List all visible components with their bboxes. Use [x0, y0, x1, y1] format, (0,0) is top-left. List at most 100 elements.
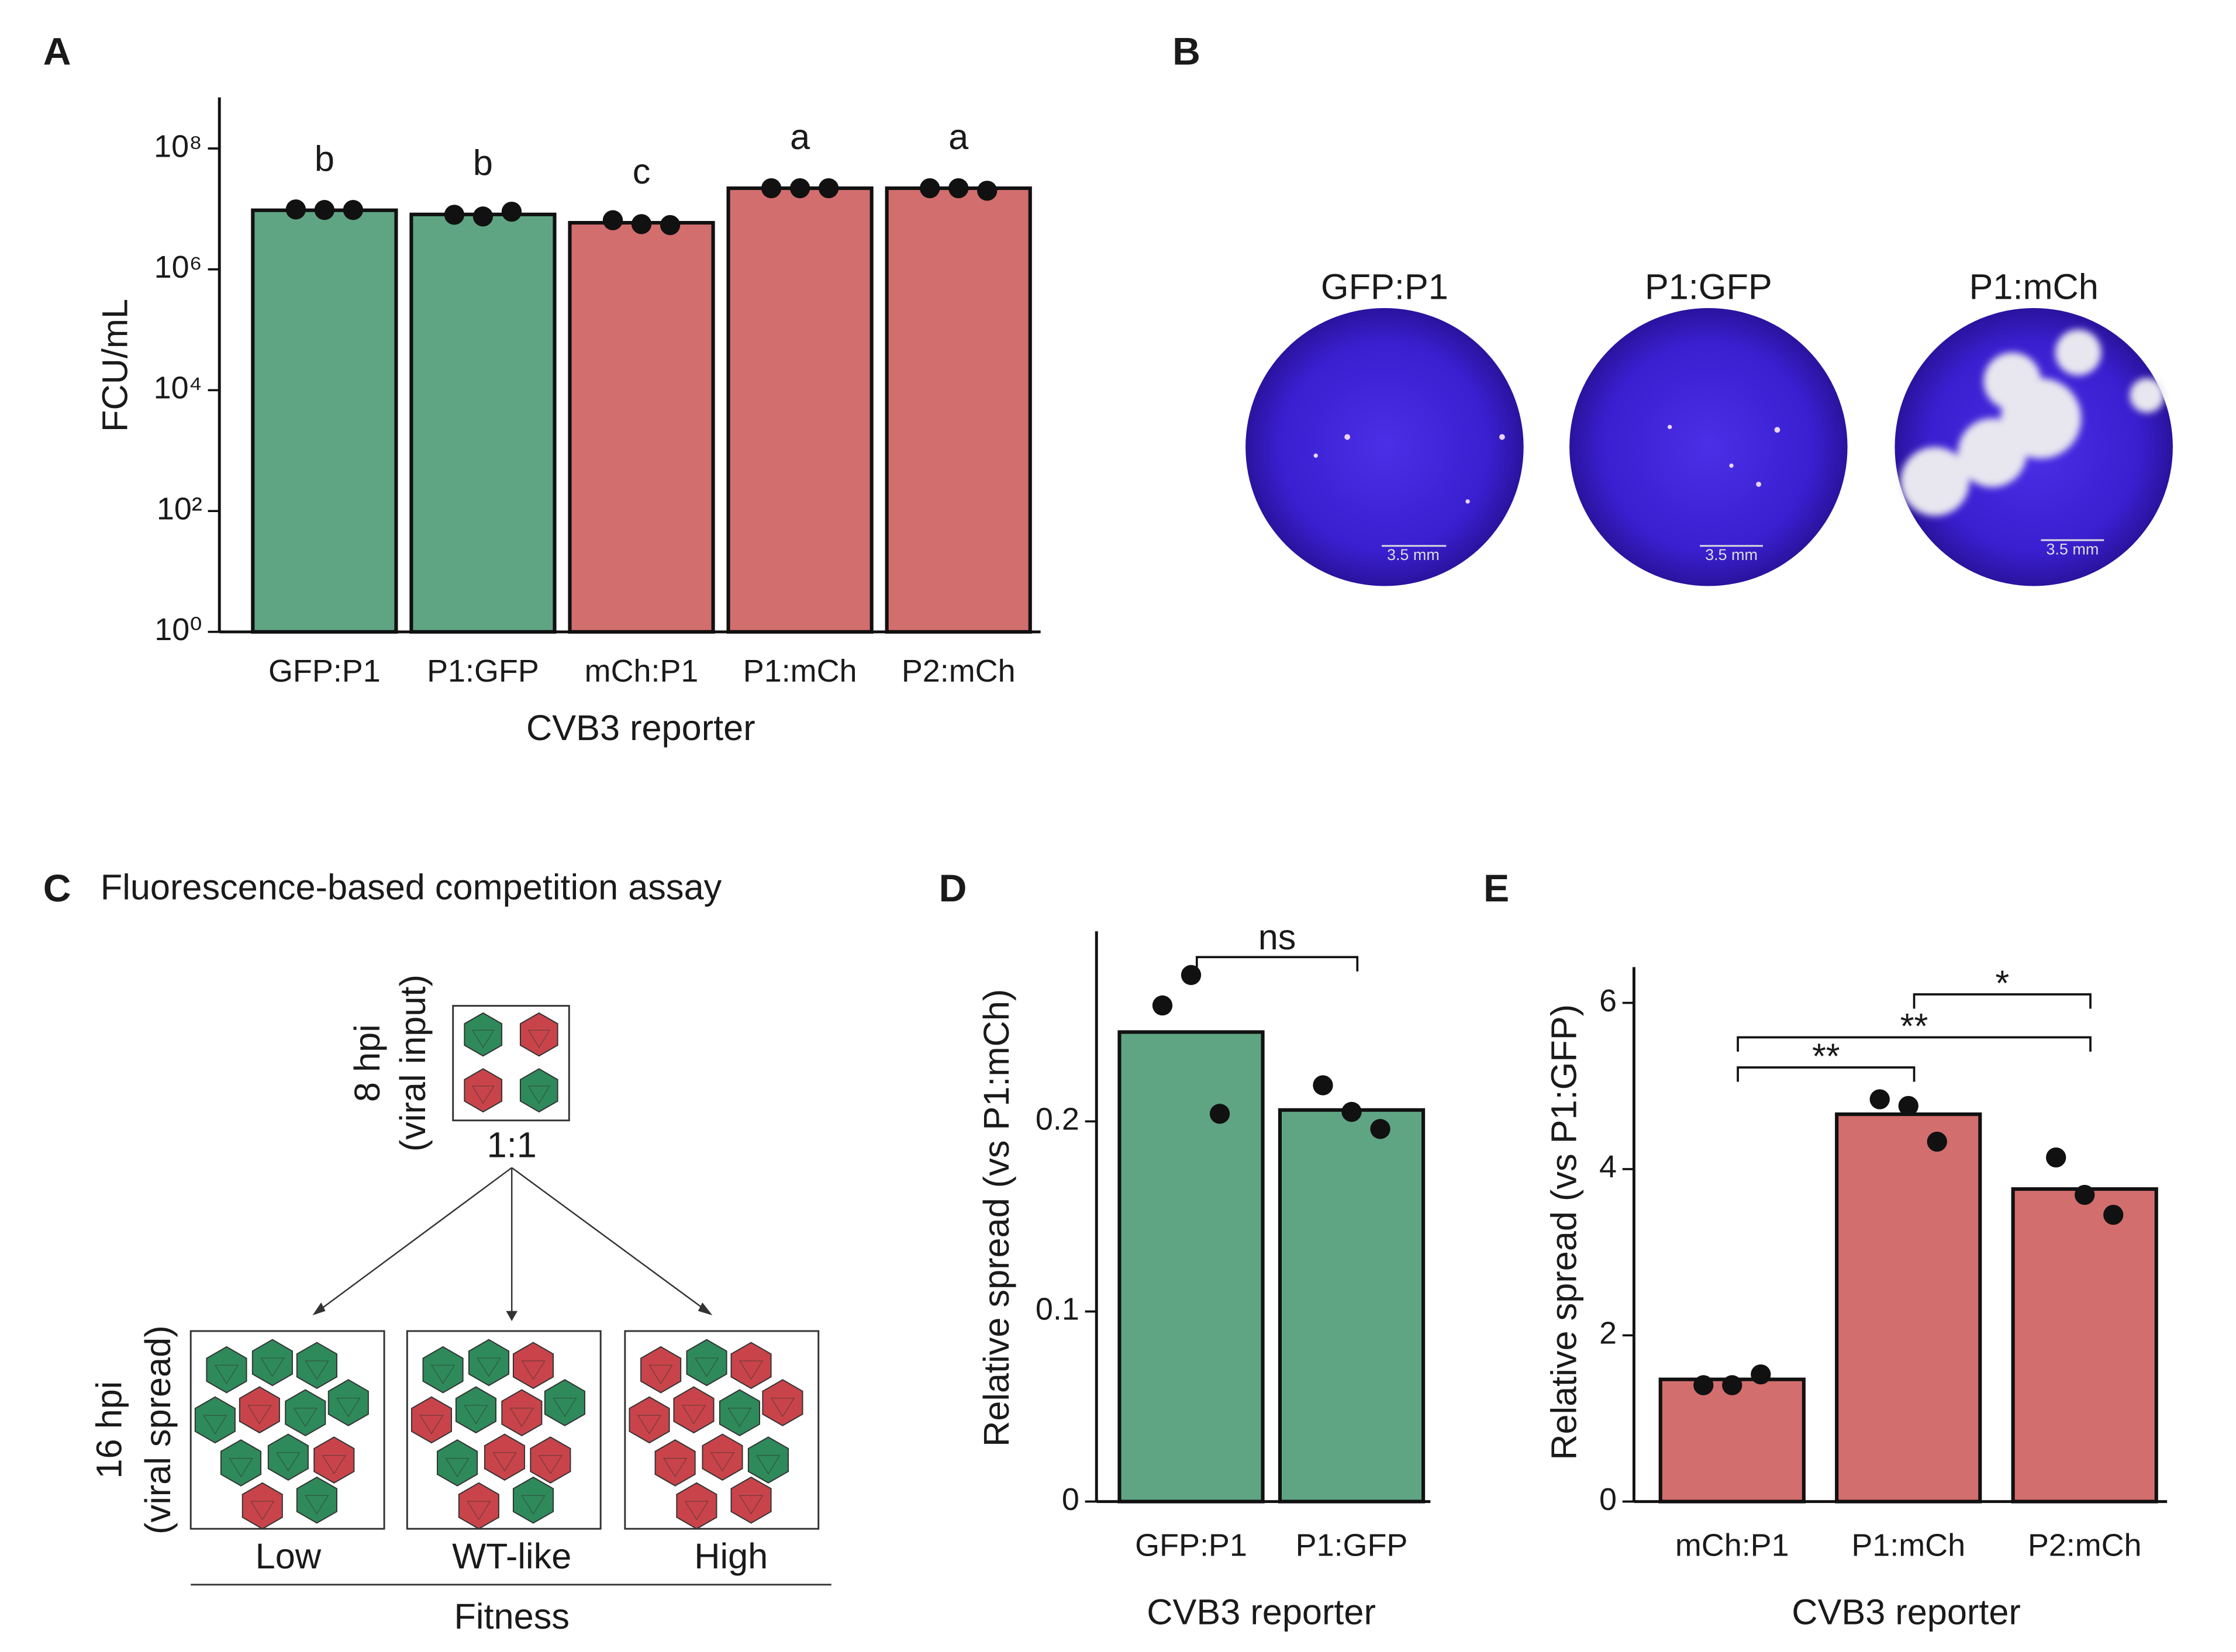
- x-axis-label: CVB3 reporter: [1792, 1592, 2021, 1632]
- arrowhead: [312, 1302, 326, 1316]
- capsid: [484, 1433, 526, 1481]
- x-tick-label: mCh:P1: [1675, 1527, 1789, 1563]
- outcome-label: WT-like: [452, 1536, 571, 1576]
- bar: [251, 208, 398, 634]
- panel-label: A: [43, 30, 71, 74]
- capsid: [410, 1396, 453, 1444]
- y-tick-label: 10²: [157, 491, 202, 526]
- capsid: [296, 1342, 337, 1390]
- capsid-facet: [710, 1452, 735, 1472]
- capsid-facet: [203, 1415, 227, 1435]
- capsid: [544, 1379, 585, 1426]
- significance-label: *: [1995, 963, 2009, 1003]
- panel-label: C: [43, 867, 71, 910]
- capsid: [241, 1482, 283, 1530]
- group-letter: a: [790, 117, 810, 157]
- capsid-facet: [527, 1086, 551, 1104]
- capsid-facet: [471, 1086, 495, 1104]
- capsid: [719, 1389, 760, 1437]
- capsid-facet: [770, 1398, 795, 1418]
- x-axis-label: CVB3 reporter: [526, 708, 755, 748]
- capsid: [267, 1433, 309, 1481]
- capsid-facet: [756, 1455, 781, 1475]
- group-letter: c: [633, 151, 651, 191]
- capsid-facet: [336, 1398, 361, 1418]
- group-letter: a: [948, 117, 969, 157]
- capsid-facet: [229, 1458, 253, 1478]
- data-point: [1869, 1089, 1890, 1110]
- scale-bar-label: 3.5 mm: [1705, 546, 1758, 564]
- x-tick-label: GFP:P1: [268, 654, 381, 689]
- capsid-facet: [694, 1357, 719, 1377]
- y-tick-label: 4: [1599, 1149, 1617, 1184]
- data-point: [2046, 1147, 2066, 1168]
- data-point: [285, 199, 306, 220]
- data-point: [948, 178, 969, 199]
- image-title: P1:mCh: [1969, 267, 2099, 306]
- data-point: [660, 215, 681, 236]
- data-point: [631, 214, 652, 234]
- capsid: [464, 1012, 503, 1057]
- capsid-facet: [637, 1415, 662, 1435]
- data-point: [343, 200, 364, 220]
- capsid: [762, 1379, 803, 1426]
- data-point: [1751, 1364, 1771, 1385]
- y-tick-label: 0: [1062, 1482, 1079, 1517]
- data-point: [314, 200, 335, 220]
- significance-bracket: [1913, 993, 2092, 1009]
- speck: [1667, 424, 1672, 430]
- capsid-facet: [521, 1495, 546, 1515]
- capsid: [313, 1436, 355, 1484]
- speck: [1756, 482, 1762, 487]
- capsid-facet: [684, 1501, 709, 1520]
- capsid-facet: [250, 1501, 275, 1520]
- x-tick-label: P1:GFP: [427, 654, 539, 689]
- data-point: [761, 178, 782, 199]
- speck: [1313, 453, 1318, 458]
- data-point: [472, 206, 494, 227]
- dish-3: P1:mCh 3.5 mm: [1895, 267, 2173, 586]
- capsid-facet: [553, 1398, 577, 1418]
- capsid: [468, 1339, 510, 1387]
- data-point: [1152, 995, 1173, 1016]
- data-point: [501, 201, 522, 222]
- arrowhead: [698, 1302, 713, 1316]
- data-point: [818, 178, 839, 199]
- data-point: [1722, 1375, 1742, 1395]
- plaque: [2130, 378, 2165, 413]
- capsid: [220, 1439, 262, 1487]
- scale-bar-label: 3.5 mm: [2046, 540, 2099, 558]
- y-axis-label: Relative spread (vs P1:mCh): [976, 989, 1016, 1447]
- capsid-facet: [445, 1458, 470, 1478]
- capsid-facet: [214, 1364, 239, 1384]
- data-point: [1370, 1119, 1390, 1139]
- capsid: [194, 1396, 236, 1444]
- data-point: [1341, 1101, 1362, 1122]
- bar: [1117, 1030, 1265, 1504]
- data-point: [444, 205, 465, 225]
- y-axis-label: FCU/mL: [95, 299, 134, 432]
- speck: [1774, 427, 1780, 433]
- bar: [726, 186, 874, 634]
- capsid-facet: [509, 1408, 534, 1428]
- capsid-facet: [467, 1501, 491, 1520]
- plaque: [1983, 352, 2041, 410]
- capsid: [464, 1068, 503, 1113]
- x-tick-label: P1:GFP: [1296, 1527, 1408, 1563]
- competition-diagram: C Fluorescence-based competition assay 8…: [43, 867, 831, 1636]
- ratio: 1:1: [487, 1125, 537, 1164]
- capsid-facet: [247, 1405, 272, 1425]
- capsid-facet: [471, 1029, 495, 1048]
- bar: [885, 186, 1032, 634]
- group-letter: b: [473, 143, 493, 183]
- capsid: [512, 1342, 554, 1390]
- data-point: [2075, 1184, 2095, 1205]
- fitness-label: Fitness: [454, 1596, 569, 1636]
- y-tick-label: 10⁶: [154, 250, 202, 285]
- y-tick-label: 10⁸: [154, 129, 202, 164]
- capsid: [673, 1386, 715, 1434]
- panel-label: B: [1172, 30, 1200, 74]
- dish-image: [1569, 307, 1848, 586]
- speck: [1344, 434, 1351, 440]
- spread-note: (viral spread): [138, 1325, 178, 1534]
